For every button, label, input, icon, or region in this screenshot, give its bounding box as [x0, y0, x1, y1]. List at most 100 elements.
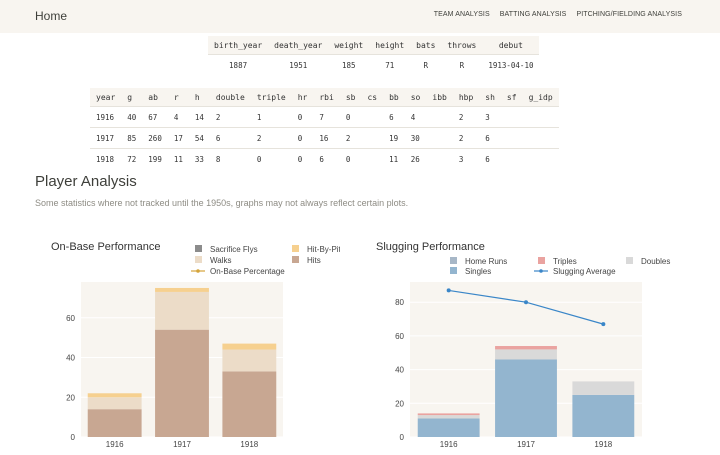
legend-swatch: [195, 256, 202, 263]
table-cell: 19: [383, 127, 405, 149]
table-cell: 2: [339, 127, 362, 149]
stats-header-cs: cs: [361, 88, 384, 107]
bar-segment-triples[interactable]: [495, 346, 557, 350]
on-base-chart-svg: On-Base Performance Sacrifice Flys Hit-By-…: [51, 241, 349, 449]
bar-segment-hit-by-pitch[interactable]: [87, 393, 142, 398]
bar-segment-doubles[interactable]: [417, 415, 480, 419]
legend-swatch: [292, 256, 299, 263]
y-tick-label: 40: [395, 366, 404, 375]
legend-swatch: [292, 245, 299, 252]
table-cell: 6: [209, 127, 251, 149]
legend-line-marker: [196, 269, 200, 273]
stats-header-so: so: [404, 88, 427, 107]
bar-segment-singles[interactable]: [495, 359, 557, 438]
slugging-chart-svg: Slugging Performance Home Runs Triples Doub…: [376, 241, 670, 449]
stats-header-r: r: [167, 88, 189, 107]
bar-segment-singles[interactable]: [572, 394, 635, 437]
legend-label[interactable]: Sacrifice Flys: [210, 245, 258, 254]
brand-home-link[interactable]: Home: [35, 9, 68, 23]
bar-segment-hit-by-pitch[interactable]: [222, 343, 277, 350]
x-tick-label: 1916: [106, 440, 124, 449]
y-tick-label: 20: [395, 399, 404, 408]
stats-header-year: year: [90, 88, 122, 107]
y-tick-label: 0: [400, 433, 405, 442]
bar-segment-hits[interactable]: [222, 371, 277, 437]
table-cell: 6: [479, 148, 501, 169]
legend-label[interactable]: Doubles: [641, 257, 670, 266]
bio-header-height: height: [369, 36, 411, 55]
table-cell: 0: [250, 148, 292, 169]
table-cell: 6: [383, 106, 405, 128]
legend-swatch: [626, 257, 633, 264]
line-point[interactable]: [524, 300, 528, 305]
table-cell: [500, 148, 523, 169]
table-cell: R: [441, 54, 483, 75]
legend-label[interactable]: Singles: [465, 267, 491, 276]
table-cell: 0: [291, 148, 314, 169]
legend-label[interactable]: Hit-By-Pitch: [307, 245, 349, 254]
bar-segment-doubles[interactable]: [572, 381, 635, 395]
legend-label[interactable]: Walks: [210, 256, 231, 265]
line-point[interactable]: [446, 288, 451, 293]
stats-header-sf: sf: [500, 88, 523, 107]
stats-header-hbp: hbp: [452, 88, 480, 107]
bio-header-weight: weight: [328, 36, 370, 55]
table-cell: 33: [188, 148, 210, 169]
legend-swatch: [450, 257, 457, 264]
table-cell: 1916: [90, 106, 122, 128]
bar-segment-walks[interactable]: [87, 397, 142, 410]
stats-header-sb: sb: [339, 88, 362, 107]
table-cell: 71: [369, 54, 411, 75]
table-cell: 1887: [208, 54, 269, 75]
bar-segment-singles[interactable]: [417, 418, 480, 437]
legend-label[interactable]: Home Runs: [465, 257, 507, 266]
table-cell: 11: [167, 148, 189, 169]
legend-line-marker: [539, 269, 543, 273]
table-cell: [426, 106, 453, 128]
line-point[interactable]: [601, 322, 606, 327]
bar-segment-walks[interactable]: [222, 349, 277, 372]
bar-segment-hits[interactable]: [87, 409, 142, 437]
y-tick-label: 0: [71, 433, 76, 442]
table-cell: 0: [339, 148, 362, 169]
legend-label[interactable]: On-Base Percentage: [210, 267, 285, 276]
x-tick-label: 1918: [240, 440, 258, 449]
table-row: 1918 72 199 11 33 8 0 0 6 0 11 26 3 6: [90, 148, 559, 169]
stats-header-h: h: [188, 88, 210, 107]
table-cell: 30: [404, 127, 427, 149]
table-cell: 0: [291, 106, 314, 128]
table-cell: 4: [404, 106, 427, 128]
table-cell: [522, 148, 559, 169]
legend-label[interactable]: Hits: [307, 256, 321, 265]
table-cell: 6: [313, 148, 340, 169]
nav-batting-analysis[interactable]: BATTING ANALYSIS: [499, 11, 567, 18]
table-cell: [522, 106, 559, 128]
nav-team-analysis[interactable]: TEAM ANALYSIS: [433, 11, 490, 18]
table-cell: 2: [209, 106, 251, 128]
bar-segment-walks[interactable]: [155, 291, 209, 330]
table-cell: 260: [142, 127, 168, 149]
chart-title: On-Base Performance: [51, 241, 160, 253]
legend-swatch: [195, 245, 202, 252]
table-cell: 0: [291, 127, 314, 149]
navbar: Home TEAM ANALYSIS BATTING ANALYSIS PITC…: [0, 0, 720, 33]
table-cell: 26: [404, 148, 427, 169]
table-cell: 14: [188, 106, 210, 128]
bar-segment-hit-by-pitch[interactable]: [155, 287, 209, 292]
stats-header-ab: ab: [142, 88, 168, 107]
nav-pitching-fielding-analysis[interactable]: PITCHING/FIELDING ANALYSIS: [576, 11, 682, 18]
bar-segment-doubles[interactable]: [495, 349, 557, 360]
table-row: 1916 40 67 4 14 2 1 0 7 0 6 4 2 3: [90, 106, 559, 128]
table-cell: 4: [167, 106, 189, 128]
x-tick-label: 1918: [594, 440, 612, 449]
legend-label[interactable]: Triples: [553, 257, 577, 266]
table-cell: 185: [328, 54, 370, 75]
table-cell: [522, 127, 559, 149]
bar-segment-triples[interactable]: [417, 413, 480, 416]
y-tick-label: 40: [66, 354, 75, 363]
table-cell: 7: [313, 106, 340, 128]
bar-segment-hits[interactable]: [155, 329, 209, 437]
table-cell: 8: [209, 148, 251, 169]
table-row: 1887 1951 185 71 R R 1913-04-10: [208, 54, 540, 75]
legend-label[interactable]: Slugging Average: [553, 267, 616, 276]
